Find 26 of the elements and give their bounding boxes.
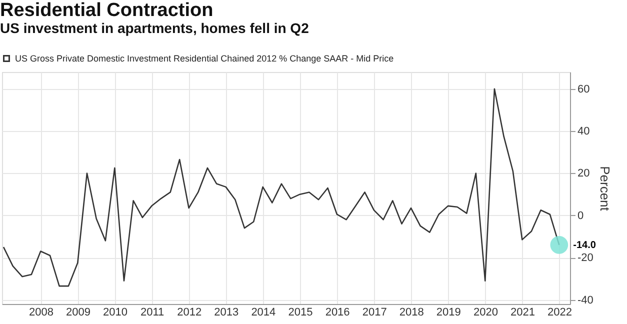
chart-subtitle: US investment in apartments, homes fell in Q2	[0, 20, 310, 36]
x-tick-label: 2015	[288, 306, 313, 318]
y-tick-label: 20	[578, 168, 590, 180]
x-tick-label: 2019	[436, 306, 461, 318]
x-tick-label: 2016	[325, 306, 350, 318]
x-tick-label: 2009	[66, 306, 90, 318]
y-tick-label: 60	[578, 83, 590, 96]
x-tick-label: 2018	[399, 306, 424, 318]
x-tick-label: 2014	[251, 306, 276, 318]
y-tick-label: 0	[578, 210, 584, 222]
y-tick-label: 40	[578, 126, 590, 138]
x-tick-label: 2013	[214, 306, 239, 318]
y-tick-label: -40	[578, 294, 594, 306]
y-axis-title: Percent	[597, 166, 612, 212]
legend-label: US Gross Private Domestic Investment Residential Chained 2012 % Change SAAR - Mid Price	[15, 54, 394, 64]
y-tick-label: -20	[578, 252, 594, 264]
x-tick-label: 2011	[140, 306, 164, 318]
chart-title: Residential Contraction	[0, 0, 214, 21]
x-tick-label: 2022	[548, 306, 572, 318]
x-tick-label: 2017	[362, 306, 387, 318]
x-tick-label: 2020	[473, 306, 498, 318]
x-tick-label: 2010	[103, 306, 128, 318]
x-tick-label: 2021	[510, 306, 535, 318]
annotation: -14.0	[573, 240, 596, 251]
x-tick-label: 2012	[177, 306, 202, 318]
x-tick-label: 2008	[28, 306, 54, 318]
